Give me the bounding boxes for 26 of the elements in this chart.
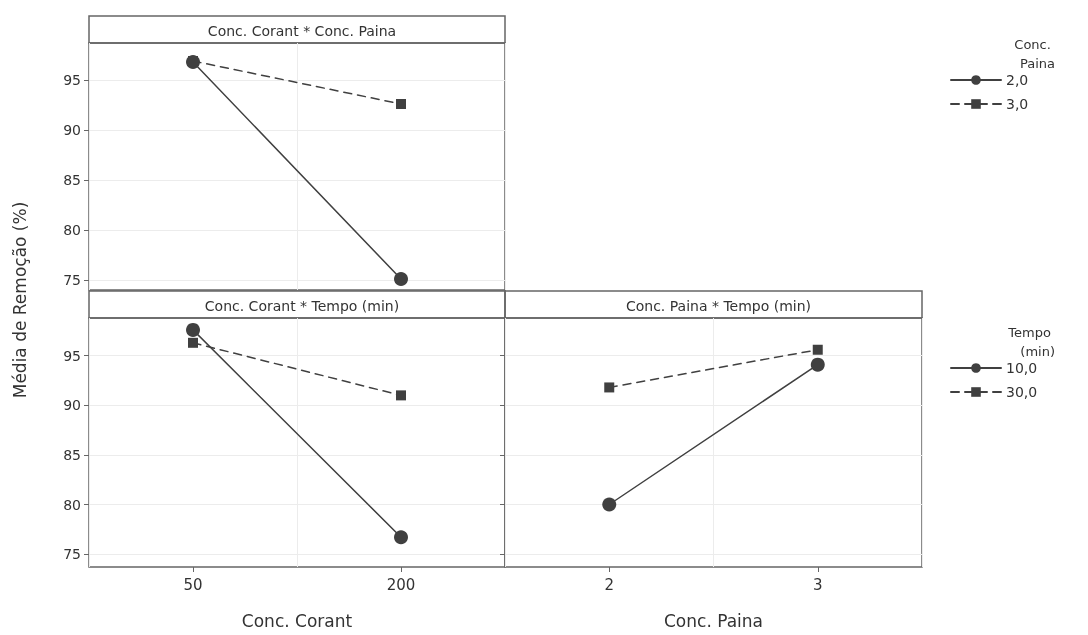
x-tick-label: 50	[183, 575, 203, 594]
x-tick-label: 3	[812, 575, 823, 594]
y-tick-label: 75	[63, 546, 81, 563]
legend-title: Conc. Paina	[1014, 37, 1055, 71]
y-tick-label: 75	[63, 272, 81, 288]
legend-title: Tempo (min)	[1007, 325, 1055, 359]
legend-label: 2,0	[1006, 72, 1029, 88]
x-axis-title: Conc. Paina	[663, 610, 764, 631]
legend-label: 3,0	[1006, 96, 1029, 112]
y-tick-label: 95	[63, 72, 81, 88]
y-axis-title: Média de Remoção (%)	[10, 201, 30, 399]
chart-title: Conc. Corant * Conc. Paina	[207, 23, 397, 39]
legend-label: 30,0	[1006, 384, 1038, 400]
legend-label: 10,0	[1006, 360, 1038, 376]
chart-title: Conc. Paina * Tempo (min)	[625, 298, 812, 314]
y-tick-label: 90	[63, 397, 81, 414]
x-tick-label: 2	[604, 575, 615, 594]
y-tick-label: 85	[63, 446, 81, 463]
y-tick-label: 95	[63, 347, 81, 364]
y-tick-label: 85	[63, 172, 81, 188]
x-tick-label: 200	[386, 575, 416, 594]
y-tick-label: 90	[63, 122, 81, 138]
y-tick-label: 80	[63, 496, 81, 513]
chart-title: Conc. Corant * Tempo (min)	[204, 298, 400, 314]
x-axis-title: Conc. Corant	[241, 610, 353, 631]
y-tick-label: 80	[63, 222, 81, 238]
